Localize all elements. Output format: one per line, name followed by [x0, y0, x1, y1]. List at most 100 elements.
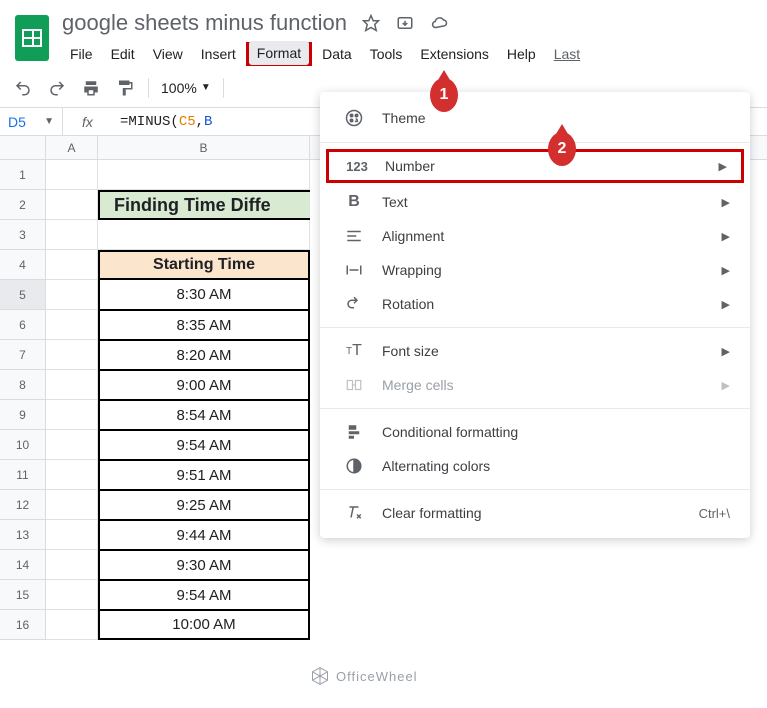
name-box-value: D5	[8, 114, 26, 130]
cell[interactable]	[46, 280, 98, 310]
merge-icon	[340, 376, 368, 394]
watermark: OfficeWheel	[310, 666, 418, 686]
menu-extensions[interactable]: Extensions	[412, 42, 496, 66]
menu-wrapping[interactable]: Wrapping ▶	[320, 253, 750, 287]
menu-data[interactable]: Data	[314, 42, 360, 66]
row-header[interactable]: 13	[0, 520, 46, 550]
cloud-icon[interactable]	[429, 13, 449, 33]
menu-clear-formatting[interactable]: Clear formatting Ctrl+\	[320, 496, 750, 530]
menubar: File Edit View Insert Format Data Tools …	[62, 40, 755, 68]
col-header-b[interactable]: B	[98, 136, 310, 159]
submenu-arrow-icon: ▶	[719, 160, 727, 173]
cell[interactable]	[46, 490, 98, 520]
col-header-a[interactable]: A	[46, 136, 98, 159]
cell[interactable]	[46, 520, 98, 550]
submenu-arrow-icon: ▶	[722, 230, 730, 243]
row-header[interactable]: 5	[0, 280, 46, 310]
alternating-icon	[340, 457, 368, 475]
cell[interactable]: 10:00 AM	[98, 610, 310, 640]
submenu-arrow-icon: ▶	[722, 298, 730, 311]
wrapping-icon	[340, 261, 368, 279]
cell[interactable]	[46, 460, 98, 490]
row-header[interactable]: 9	[0, 400, 46, 430]
redo-icon[interactable]	[46, 77, 68, 99]
cell[interactable]: 8:54 AM	[98, 400, 310, 430]
menu-font-size[interactable]: TT Font size ▶	[320, 334, 750, 368]
row-header[interactable]: 6	[0, 310, 46, 340]
number-icon: 123	[343, 159, 371, 174]
cell[interactable]	[46, 610, 98, 640]
submenu-arrow-icon: ▶	[722, 196, 730, 209]
menu-text[interactable]: B Text ▶	[320, 185, 750, 219]
cell[interactable]	[46, 310, 98, 340]
undo-icon[interactable]	[12, 77, 34, 99]
row-header[interactable]: 16	[0, 610, 46, 640]
move-icon[interactable]	[395, 13, 415, 33]
cell[interactable]	[98, 220, 310, 250]
cell[interactable]: 8:20 AM	[98, 340, 310, 370]
cell[interactable]: 9:44 AM	[98, 520, 310, 550]
zoom-selector[interactable]: 100% ▼	[161, 80, 211, 96]
row-header[interactable]: 1	[0, 160, 46, 190]
paint-format-icon[interactable]	[114, 77, 136, 99]
cell[interactable]	[46, 190, 98, 220]
cell[interactable]: 9:00 AM	[98, 370, 310, 400]
menu-rotation[interactable]: Rotation ▶	[320, 287, 750, 321]
fx-icon: fx	[62, 108, 112, 135]
sheets-logo[interactable]	[12, 12, 52, 64]
cell[interactable]	[46, 220, 98, 250]
row-header[interactable]: 4	[0, 250, 46, 280]
menu-edit[interactable]: Edit	[103, 42, 143, 66]
row-header[interactable]: 14	[0, 550, 46, 580]
row-header[interactable]: 8	[0, 370, 46, 400]
cell[interactable]	[98, 160, 310, 190]
row-header[interactable]: 11	[0, 460, 46, 490]
submenu-arrow-icon: ▶	[722, 264, 730, 277]
cell[interactable]	[46, 550, 98, 580]
menu-file[interactable]: File	[62, 42, 101, 66]
menu-help[interactable]: Help	[499, 42, 544, 66]
callout-badge-1: 1	[430, 78, 458, 112]
row-header[interactable]: 10	[0, 430, 46, 460]
menu-last-edit[interactable]: Last	[546, 42, 588, 66]
cell[interactable]: 9:25 AM	[98, 490, 310, 520]
doc-title[interactable]: google sheets minus function	[62, 10, 347, 36]
row-header[interactable]: 15	[0, 580, 46, 610]
cell[interactable]: Starting Time	[98, 250, 310, 280]
star-icon[interactable]	[361, 13, 381, 33]
row-header[interactable]: 2	[0, 190, 46, 220]
cell[interactable]	[46, 430, 98, 460]
menu-insert[interactable]: Insert	[193, 42, 244, 66]
clear-format-icon	[340, 504, 368, 522]
row-header[interactable]: 3	[0, 220, 46, 250]
select-all-corner[interactable]	[0, 136, 46, 159]
menu-theme[interactable]: Theme	[320, 100, 750, 136]
cell[interactable]	[46, 370, 98, 400]
shortcut-label: Ctrl+\	[699, 506, 730, 521]
menu-alternating-colors[interactable]: Alternating colors	[320, 449, 750, 483]
menu-conditional-formatting[interactable]: Conditional formatting	[320, 415, 750, 449]
menu-format[interactable]: Format	[249, 41, 309, 65]
font-size-icon: TT	[340, 342, 368, 360]
name-box[interactable]: D5 ▼	[0, 114, 62, 130]
menu-number[interactable]: 123 Number ▶	[326, 149, 744, 183]
menu-tools[interactable]: Tools	[362, 42, 411, 66]
cell[interactable]: 9:54 AM	[98, 580, 310, 610]
row-header[interactable]: 12	[0, 490, 46, 520]
submenu-arrow-icon: ▶	[722, 345, 730, 358]
cell[interactable]: 9:51 AM	[98, 460, 310, 490]
row-header[interactable]: 7	[0, 340, 46, 370]
cell[interactable]: Finding Time Diffe	[98, 190, 310, 220]
cell[interactable]: 8:30 AM	[98, 280, 310, 310]
cell[interactable]	[46, 340, 98, 370]
menu-view[interactable]: View	[145, 42, 191, 66]
cell[interactable]	[46, 580, 98, 610]
cell[interactable]: 8:35 AM	[98, 310, 310, 340]
cell[interactable]: 9:54 AM	[98, 430, 310, 460]
cell[interactable]	[46, 160, 98, 190]
cell[interactable]	[46, 400, 98, 430]
menu-alignment[interactable]: Alignment ▶	[320, 219, 750, 253]
cell[interactable]	[46, 250, 98, 280]
print-icon[interactable]	[80, 77, 102, 99]
cell[interactable]: 9:30 AM	[98, 550, 310, 580]
